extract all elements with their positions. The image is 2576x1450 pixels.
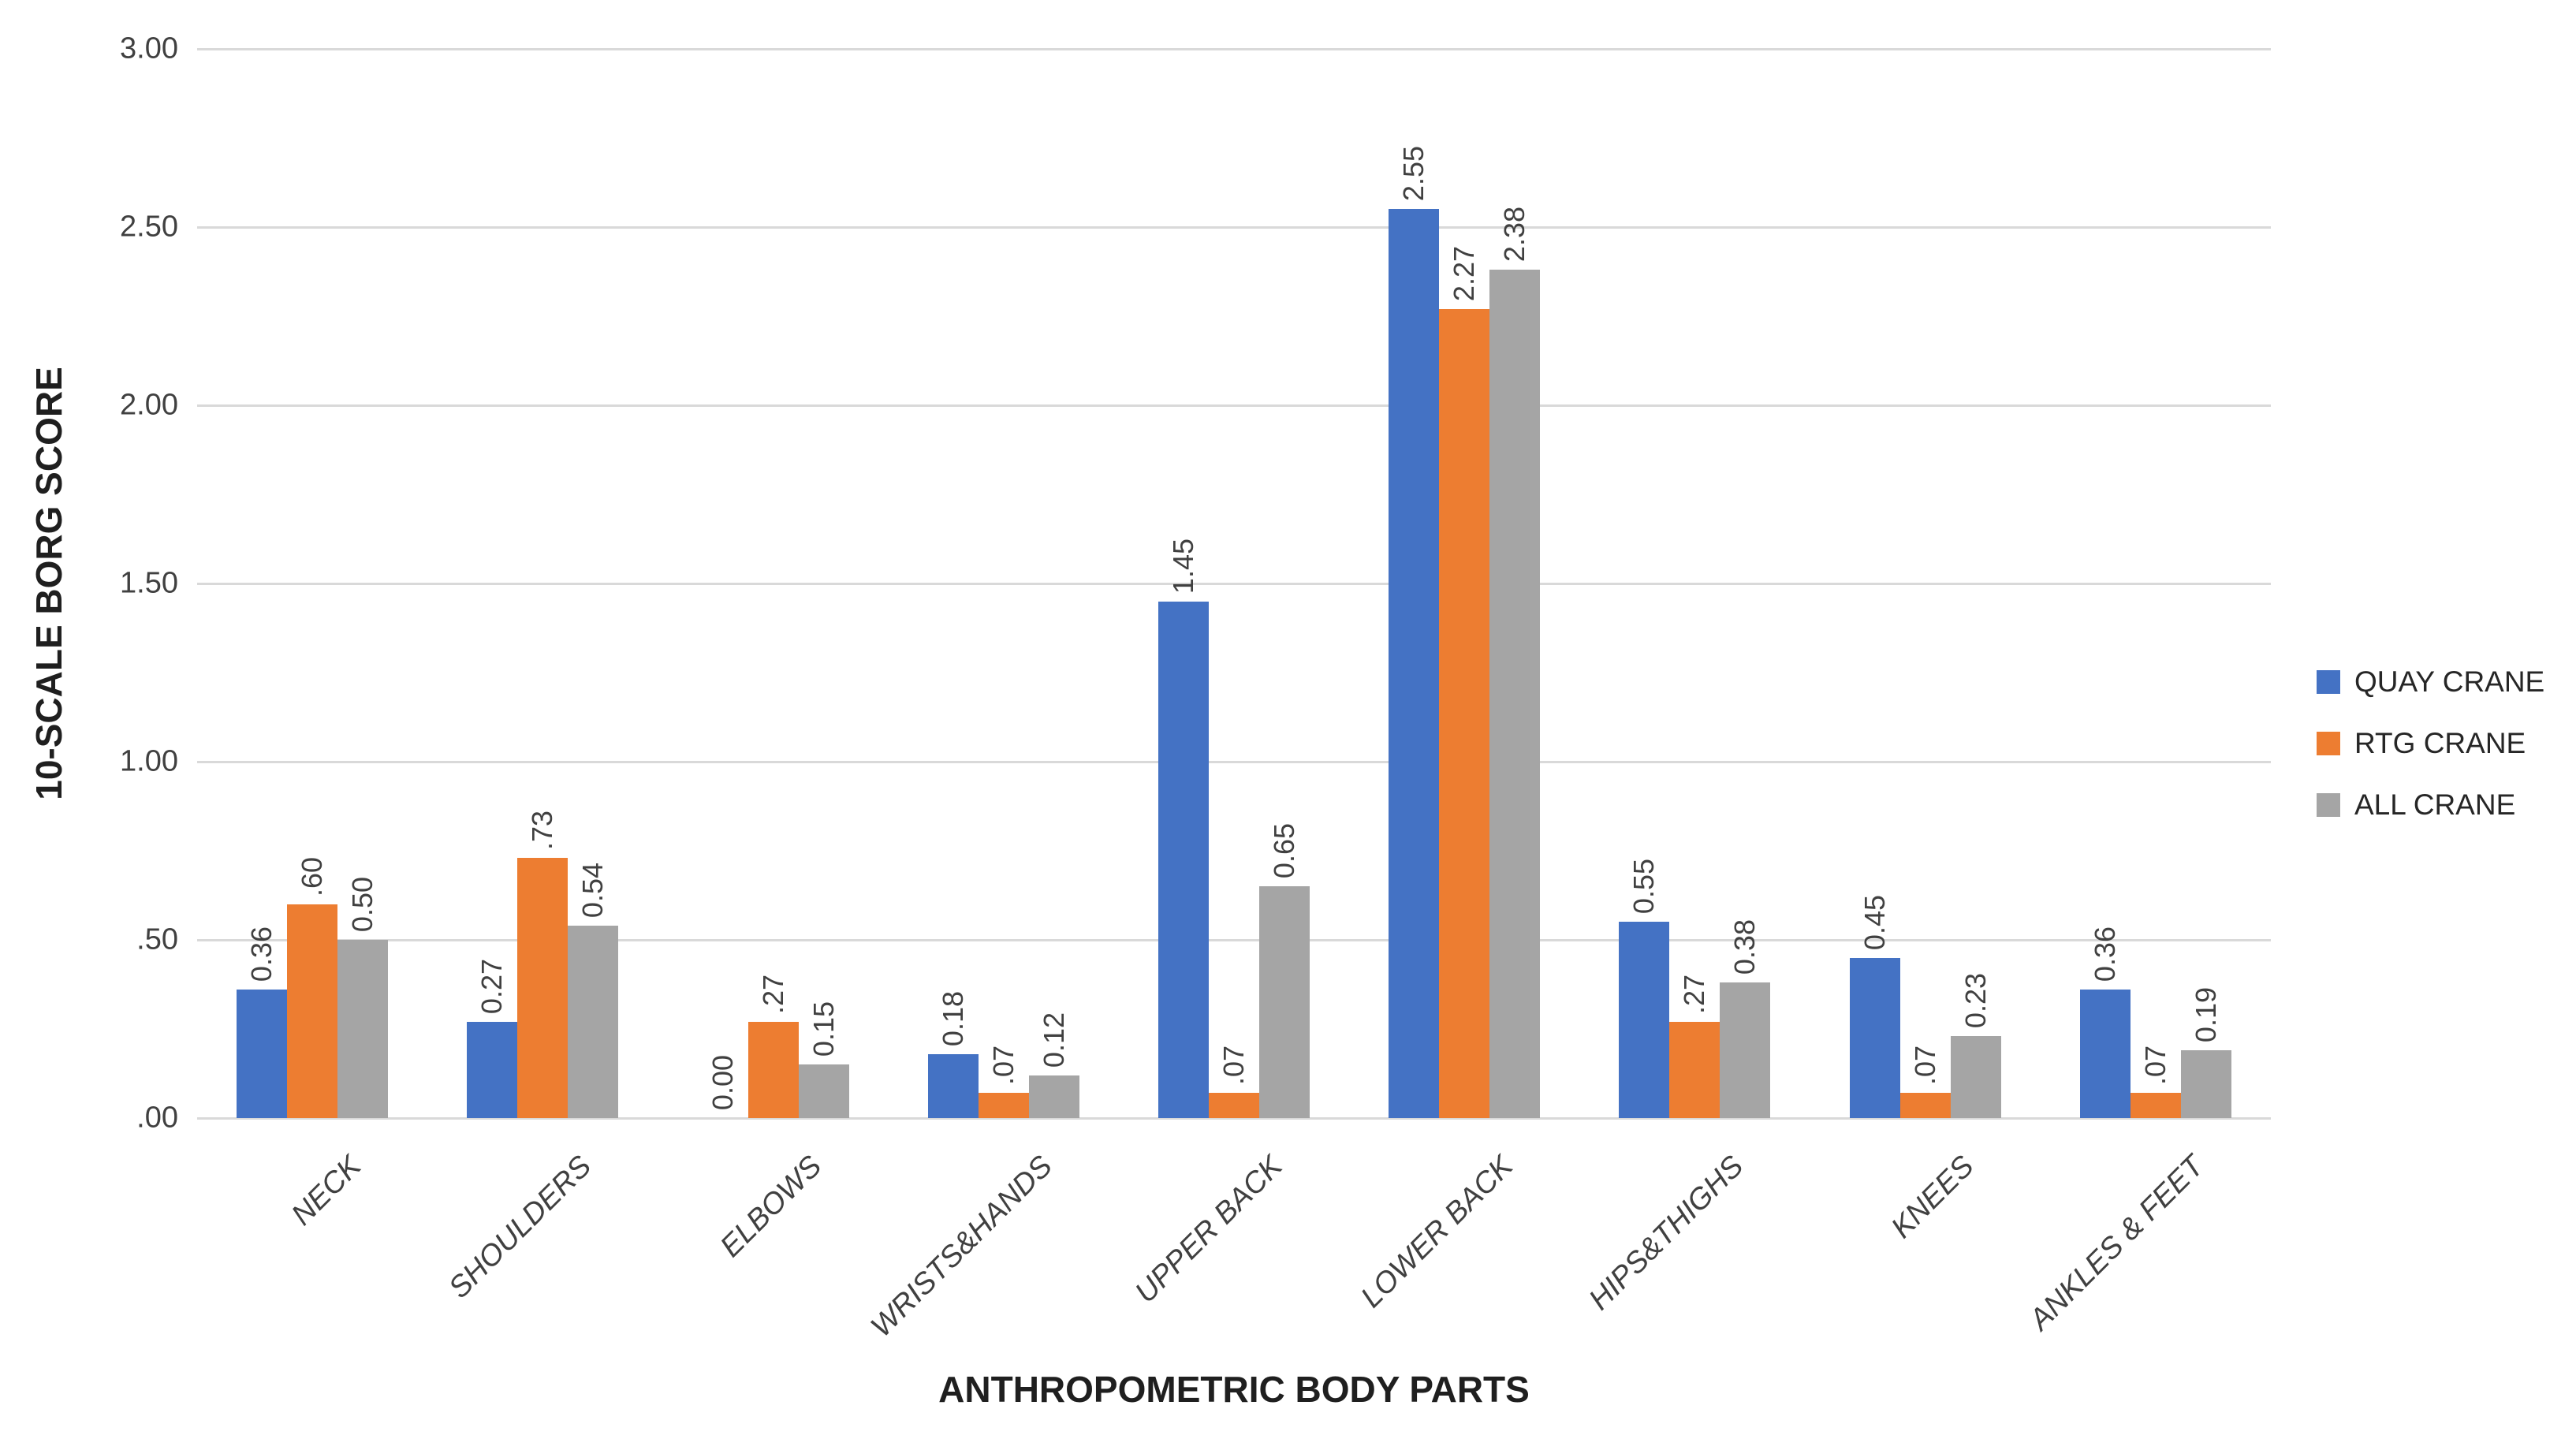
bar bbox=[287, 904, 338, 1118]
gridline bbox=[197, 47, 2271, 50]
bar bbox=[517, 858, 569, 1118]
x-category-label: KNEES bbox=[1884, 1150, 1981, 1245]
bar-value-label: 0.23 bbox=[1959, 972, 1992, 1029]
bar bbox=[237, 990, 288, 1118]
bar-value-label: 0.27 bbox=[475, 958, 509, 1014]
bar-value-label: 0.00 bbox=[706, 1054, 739, 1110]
legend: QUAY CRANE RTG CRANE ALL CRANE bbox=[2317, 665, 2544, 849]
bar-value-label: .27 bbox=[756, 974, 789, 1014]
y-tick-label: .50 bbox=[136, 923, 178, 956]
bar-value-label: .07 bbox=[2138, 1046, 2172, 1086]
bar-value-label: 0.65 bbox=[1268, 823, 1300, 879]
bar-value-label: 2.27 bbox=[1448, 245, 1481, 301]
bar-value-label: 0.45 bbox=[1858, 894, 1891, 950]
x-category-label: NECK bbox=[285, 1150, 367, 1232]
bar bbox=[1899, 1093, 1951, 1118]
bar bbox=[1720, 982, 1771, 1118]
bar-value-label: 0.50 bbox=[346, 876, 379, 932]
bar bbox=[1439, 308, 1490, 1118]
bar bbox=[2130, 1093, 2181, 1118]
bar bbox=[1619, 922, 1670, 1118]
x-category-label: ELBOWS bbox=[714, 1150, 829, 1264]
bar bbox=[1028, 1075, 1079, 1118]
gridline bbox=[197, 582, 2271, 585]
bar bbox=[978, 1093, 1029, 1118]
bar-value-label: 0.12 bbox=[1037, 1012, 1070, 1068]
y-tick-label: 1.00 bbox=[120, 744, 178, 778]
bar bbox=[747, 1021, 799, 1118]
bar bbox=[1209, 1093, 1259, 1118]
legend-swatch-icon bbox=[2317, 732, 2340, 755]
bar bbox=[1259, 886, 1310, 1118]
y-tick-label: 1.50 bbox=[120, 566, 178, 600]
legend-swatch-icon bbox=[2317, 670, 2340, 694]
legend-swatch-icon bbox=[2317, 793, 2340, 817]
legend-item: ALL CRANE bbox=[2317, 788, 2544, 822]
bar-value-label: 1.45 bbox=[1167, 538, 1199, 594]
legend-item: RTG CRANE bbox=[2317, 726, 2544, 761]
legend-label: ALL CRANE bbox=[2354, 788, 2516, 821]
x-category-label: UPPER BACK bbox=[1128, 1150, 1289, 1310]
x-axis-title: ANTHROPOMETRIC BODY PARTS bbox=[938, 1369, 1530, 1410]
legend-label: RTG CRANE bbox=[2354, 727, 2526, 759]
y-tick-label: .00 bbox=[136, 1101, 178, 1135]
legend-label: QUAY CRANE bbox=[2354, 665, 2545, 698]
bar-value-label: .07 bbox=[1217, 1046, 1250, 1086]
x-category-label: SHOULDERS bbox=[442, 1150, 598, 1305]
gridline bbox=[197, 404, 2271, 407]
bar bbox=[2079, 990, 2131, 1118]
bar-value-label: .73 bbox=[526, 811, 559, 851]
x-category-label: ANKLES & FEET bbox=[2023, 1150, 2211, 1337]
bar-value-label: 0.54 bbox=[576, 862, 610, 918]
y-tick-label: 3.00 bbox=[120, 32, 178, 65]
bar bbox=[1489, 270, 1541, 1118]
bar bbox=[927, 1053, 979, 1118]
bar bbox=[467, 1021, 518, 1118]
bar-value-label: 2.55 bbox=[1397, 146, 1430, 202]
bar-value-label: 0.15 bbox=[807, 1001, 840, 1057]
y-tick-label: 2.50 bbox=[120, 210, 178, 244]
bar-value-label: 0.38 bbox=[1728, 919, 1761, 975]
bar bbox=[798, 1064, 849, 1118]
bar-value-label: 0.36 bbox=[245, 926, 278, 982]
bar-value-label: .60 bbox=[296, 856, 329, 896]
bar-value-label: .07 bbox=[1908, 1046, 1941, 1086]
gridline bbox=[197, 1116, 2271, 1120]
bar-value-label: 0.36 bbox=[2088, 926, 2121, 982]
y-axis-title: 10-SCALE BORG SCORE bbox=[28, 367, 69, 800]
bar-value-label: .27 bbox=[1678, 974, 1711, 1014]
x-category-label: WRISTS&HANDS bbox=[864, 1150, 1059, 1344]
bar bbox=[1669, 1021, 1720, 1118]
bar-value-label: 0.18 bbox=[936, 990, 969, 1046]
bar bbox=[1389, 209, 1440, 1118]
bar-value-label: .07 bbox=[986, 1046, 1020, 1086]
gridline bbox=[197, 760, 2271, 763]
x-category-label: HIPS&THIGHS bbox=[1583, 1150, 1750, 1317]
plot-area: 3.00 2.50 2.00 1.50 1.00 .50 .00 0.36 0.27 0.00 0.… bbox=[120, 32, 2271, 1344]
legend-item: QUAY CRANE bbox=[2317, 665, 2544, 699]
bar bbox=[1849, 957, 1900, 1118]
y-tick-label: 2.00 bbox=[120, 388, 178, 422]
bar-value-label: 0.55 bbox=[1627, 859, 1661, 915]
bar bbox=[1158, 601, 1209, 1118]
bar bbox=[568, 925, 619, 1118]
bar-value-label: 0.19 bbox=[2189, 987, 2222, 1043]
bar-value-label: 2.38 bbox=[1498, 207, 1531, 263]
x-category-label: LOWER BACK bbox=[1355, 1150, 1519, 1314]
bar bbox=[1950, 1036, 2001, 1118]
gridline bbox=[197, 226, 2271, 229]
bar bbox=[2180, 1050, 2231, 1118]
gridline bbox=[197, 938, 2271, 941]
bar bbox=[337, 940, 389, 1118]
